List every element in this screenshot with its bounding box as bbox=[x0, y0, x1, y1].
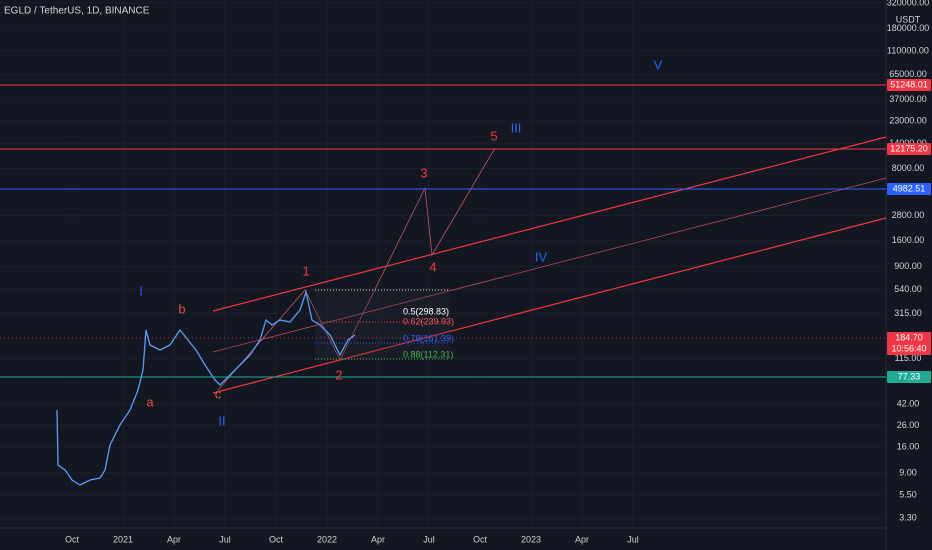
price-tag bbox=[887, 79, 931, 91]
price-tick-label: 115.00 bbox=[895, 353, 922, 363]
price-tick-label: 5.50 bbox=[899, 490, 917, 500]
fib-label: 0.62(239.93) bbox=[403, 316, 454, 326]
price-tag-label: 51248.01 bbox=[890, 79, 928, 89]
time-tick-label: 2023 bbox=[521, 534, 541, 544]
time-tick-label: 2021 bbox=[113, 534, 133, 544]
wave-label: a bbox=[146, 394, 154, 409]
wave-label: V bbox=[654, 57, 663, 72]
price-tick-label: 2800.00 bbox=[892, 210, 925, 220]
price-tag-label: 12175.20 bbox=[890, 143, 928, 153]
price-tick-label: 320000.00 bbox=[887, 0, 930, 7]
last-price: 184.70 bbox=[895, 332, 923, 342]
time-tick-label: Oct bbox=[65, 534, 80, 544]
wave-label: 5 bbox=[490, 128, 497, 143]
price-tick-label: 8000.00 bbox=[892, 163, 925, 173]
time-tick-label: Apr bbox=[167, 534, 181, 544]
price-tag-label: 77.33 bbox=[898, 371, 921, 381]
price-tick-label: 540.00 bbox=[894, 284, 922, 294]
wave-label: 4 bbox=[429, 259, 436, 274]
price-tick-label: 65000.00 bbox=[889, 69, 927, 79]
price-tick-label: 180000.00 bbox=[887, 23, 930, 33]
price-tick-label: 16.00 bbox=[897, 442, 920, 452]
wave-label: III bbox=[511, 120, 522, 135]
wave-label: b bbox=[178, 301, 185, 316]
price-tick-label: 1600.00 bbox=[892, 235, 925, 245]
fib-label: 0.78(161.39) bbox=[403, 333, 454, 343]
fib-label: 0.5(298.83) bbox=[403, 306, 449, 316]
last-price-tag bbox=[887, 332, 931, 355]
wave-label: 1 bbox=[302, 263, 309, 278]
wave-label: 2 bbox=[335, 367, 342, 382]
price-tick-label: 26.00 bbox=[897, 420, 920, 430]
currency: USDT bbox=[896, 14, 921, 24]
price-series bbox=[56, 289, 356, 486]
wave-label: 3 bbox=[420, 165, 427, 180]
price-tick-label: 23000.00 bbox=[889, 115, 927, 125]
price-tick-label: 315.00 bbox=[894, 308, 922, 318]
price-tick-label: 110000.00 bbox=[887, 45, 929, 55]
wave-label: I bbox=[139, 283, 143, 298]
price-tick-label: 14000.00 bbox=[889, 138, 927, 148]
time-tick-label: Jul bbox=[219, 534, 231, 544]
time-tick-label: Apr bbox=[575, 534, 589, 544]
time-tick-label: Apr bbox=[371, 534, 385, 544]
price-tick-label: 900.00 bbox=[894, 261, 922, 271]
price-tick-label: 42.00 bbox=[897, 398, 920, 408]
price-tag bbox=[887, 183, 931, 195]
price-tag-label: 4982.51 bbox=[893, 183, 926, 193]
price-tick-label: 37000.00 bbox=[889, 94, 927, 104]
time-tick-label: Oct bbox=[269, 534, 284, 544]
price-tag bbox=[887, 143, 931, 155]
wave-label: II bbox=[218, 413, 225, 428]
drawings bbox=[0, 136, 887, 394]
time-tick-label: Oct bbox=[473, 534, 488, 544]
price-tick-label: 9.00 bbox=[899, 467, 917, 477]
time-tick-label: 2022 bbox=[317, 534, 337, 544]
price-tag bbox=[887, 371, 931, 383]
symbol-title: EGLD / TetherUS, 1D, BINANCE bbox=[4, 6, 150, 17]
countdown: 10:56:40 bbox=[891, 343, 926, 353]
grid bbox=[0, 0, 886, 528]
time-tick-label: Jul bbox=[423, 534, 435, 544]
fib-label: 0.88(112.31) bbox=[403, 349, 453, 359]
price-tick-label: 3.30 bbox=[899, 512, 917, 522]
wave-label: c bbox=[215, 386, 222, 401]
time-tick-label: Jul bbox=[627, 534, 639, 544]
wave-label: IV bbox=[535, 249, 548, 264]
